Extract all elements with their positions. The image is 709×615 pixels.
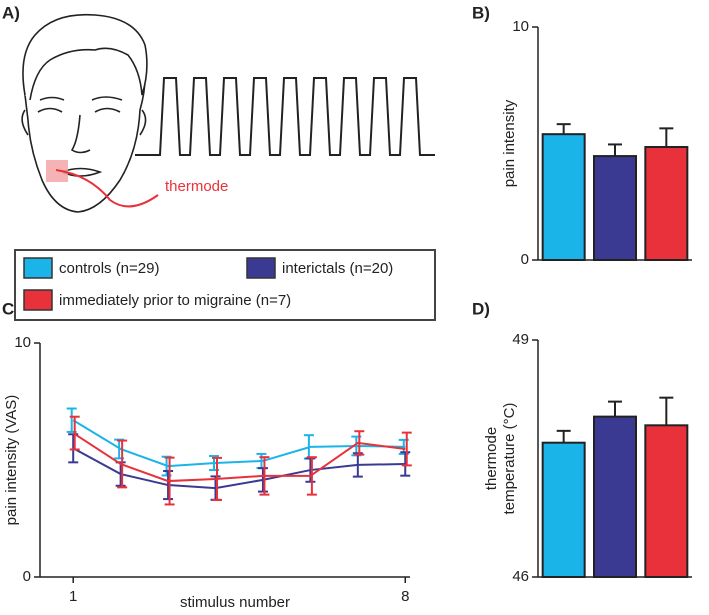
legend-label: interictals (n=20) <box>282 260 393 277</box>
x-axis-label: stimulus number <box>180 594 290 610</box>
y-tick-label: 49 <box>512 331 529 348</box>
y-tick-label: 10 <box>14 334 31 351</box>
y-tick-label: 0 <box>23 568 31 585</box>
panel-label: D) <box>472 299 490 318</box>
panel-label: B) <box>472 3 490 22</box>
bar <box>593 155 637 261</box>
stimulus-waveform <box>135 77 435 156</box>
legend-box <box>14 249 436 321</box>
legend-label: immediately prior to migraine (n=7) <box>59 292 291 309</box>
y-axis-label: thermode <box>483 427 500 490</box>
legend-swatch <box>246 257 276 279</box>
x-tick-label: 1 <box>69 588 77 605</box>
line <box>72 447 406 490</box>
y-axis-label: temperature (°C) <box>501 403 518 515</box>
y-axis-label: pain intensity <box>501 99 518 187</box>
bar <box>644 424 689 578</box>
y-tick-label: 0 <box>521 251 529 268</box>
y-axis-label: pain intensity (VAS) <box>3 395 20 526</box>
y-tick-label: 46 <box>512 568 529 585</box>
x-tick-label: 8 <box>401 588 409 605</box>
bar <box>541 441 586 579</box>
legend-swatch <box>23 289 53 311</box>
bar <box>644 145 689 261</box>
line <box>72 419 406 468</box>
panel-label: A) <box>2 3 20 22</box>
face-illustration <box>21 13 159 213</box>
bar <box>541 133 586 261</box>
line <box>72 432 406 483</box>
legend-swatch <box>23 257 53 279</box>
y-tick-label: 10 <box>512 18 529 35</box>
bar <box>593 415 637 578</box>
legend-label: controls (n=29) <box>59 260 159 277</box>
thermode-label: thermode <box>165 178 228 195</box>
